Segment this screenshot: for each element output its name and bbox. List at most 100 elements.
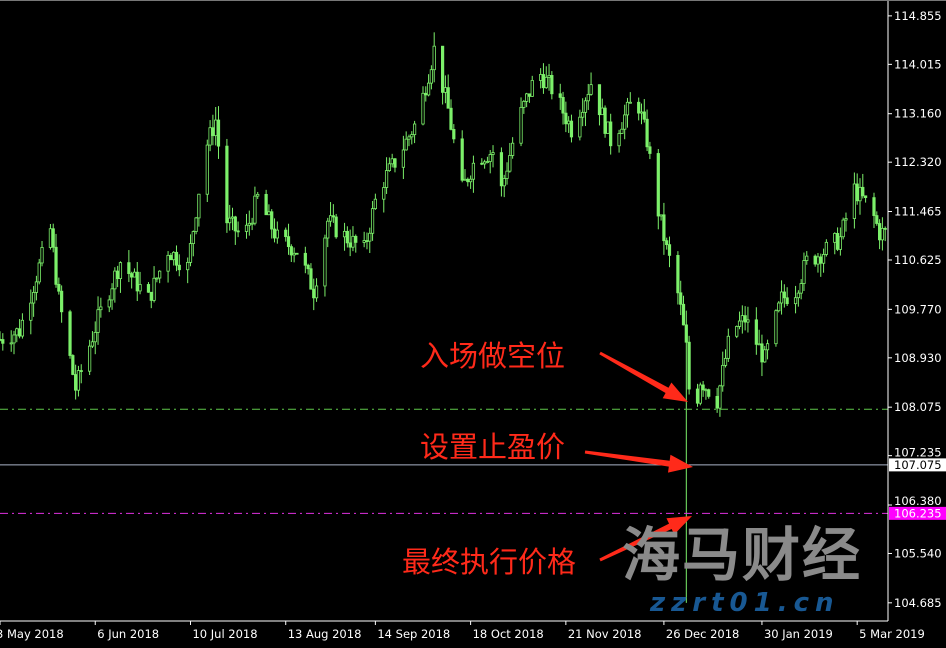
y-tick-label: 111.465	[894, 205, 942, 219]
annotation-take-profit: 设置止盈价	[420, 430, 566, 464]
watermark-brand: 海马财经	[622, 521, 863, 589]
x-tick-label: 13 Aug 2018	[288, 627, 362, 641]
candle-body	[483, 161, 487, 165]
candle-body	[855, 183, 859, 202]
candle-body	[130, 273, 134, 278]
candle-body	[684, 324, 688, 343]
candle-body	[12, 334, 16, 344]
candle-body	[225, 145, 229, 224]
candle-body	[382, 187, 386, 200]
candle-body	[505, 170, 509, 179]
candle-body	[186, 261, 190, 271]
candle-body	[721, 364, 725, 387]
candle-body	[793, 297, 798, 305]
candle-body	[821, 254, 826, 264]
candle-body	[485, 161, 490, 163]
candle-body	[138, 284, 142, 292]
candle-body	[561, 97, 565, 114]
x-tick-label: 14 Sep 2018	[377, 627, 450, 641]
candle-body	[272, 228, 277, 239]
x-tick-label: 30 Jan 2019	[764, 627, 833, 641]
candle-body	[606, 121, 610, 134]
candle-body	[858, 186, 862, 202]
candle-body	[177, 264, 181, 271]
candle-body	[295, 252, 299, 255]
candle-body	[883, 227, 887, 230]
candle-body	[449, 107, 453, 130]
candle-body	[32, 292, 36, 304]
candle-body	[774, 310, 778, 345]
candle-body	[701, 384, 705, 391]
candle-body	[60, 290, 64, 313]
candle-body	[404, 138, 408, 151]
candle-body	[679, 292, 683, 305]
candle-body	[166, 254, 170, 272]
candle-body	[351, 235, 355, 248]
y-tick-label: 108.075	[894, 400, 942, 414]
price-label-bg-executed	[889, 506, 946, 520]
candle-body	[581, 111, 585, 118]
candle-body	[15, 328, 19, 336]
candle-body	[763, 349, 767, 363]
candle-body	[205, 144, 209, 195]
candle-body	[662, 214, 666, 242]
candle-body	[527, 93, 532, 97]
candle-body	[838, 236, 842, 250]
candle-body	[642, 111, 646, 120]
arrow-executed-icon	[599, 516, 692, 562]
annotation-entry: 入场做空位	[420, 339, 566, 373]
candle-body	[723, 357, 728, 366]
candle-body	[687, 341, 691, 390]
candle-body	[609, 121, 613, 147]
x-tick-label: 26 Dec 2018	[666, 627, 739, 641]
candle-body	[659, 214, 663, 217]
candle-body	[88, 345, 92, 372]
candle-body	[852, 183, 856, 219]
candle-body	[718, 385, 722, 409]
candle-body	[861, 186, 865, 197]
candle-body	[191, 231, 195, 244]
candle-body	[412, 123, 417, 136]
candle-body	[564, 112, 568, 125]
candle-body	[522, 101, 526, 108]
candle-body	[863, 195, 868, 199]
candle-body	[880, 227, 884, 241]
candle-body	[354, 235, 358, 243]
candle-body	[149, 291, 153, 301]
candle-body	[155, 277, 159, 280]
candle-body	[597, 84, 602, 116]
candle-body	[247, 222, 251, 226]
candle-body	[648, 146, 652, 154]
y-tick-label: 114.855	[894, 9, 942, 23]
candle-body	[757, 343, 761, 346]
candle-body	[312, 288, 316, 299]
candle-body	[421, 92, 425, 125]
candle-body	[586, 93, 590, 102]
candle-body	[410, 134, 414, 138]
candle-body	[765, 343, 770, 351]
candle-body	[471, 162, 476, 180]
candle-body	[726, 335, 730, 359]
candle-body	[20, 319, 25, 337]
arrow-take-profit-icon	[584, 450, 693, 473]
candle-body	[525, 93, 529, 102]
candle-body	[90, 341, 95, 347]
candle-body	[589, 84, 593, 95]
candle-body	[681, 303, 686, 326]
candle-body	[348, 242, 352, 248]
candle-body	[452, 129, 456, 140]
candle-body	[393, 158, 397, 168]
candle-body	[146, 284, 151, 293]
candle-body	[877, 223, 882, 241]
candle-body	[79, 370, 83, 372]
candle-body	[841, 219, 845, 238]
y-tick-label: 107.235	[894, 445, 942, 459]
candle-body	[390, 158, 394, 165]
candle-body	[365, 240, 369, 242]
candle-body	[331, 215, 335, 218]
candle-body	[303, 252, 307, 266]
candle-body	[508, 155, 512, 172]
candle-body	[469, 178, 473, 183]
candle-body	[541, 74, 546, 89]
